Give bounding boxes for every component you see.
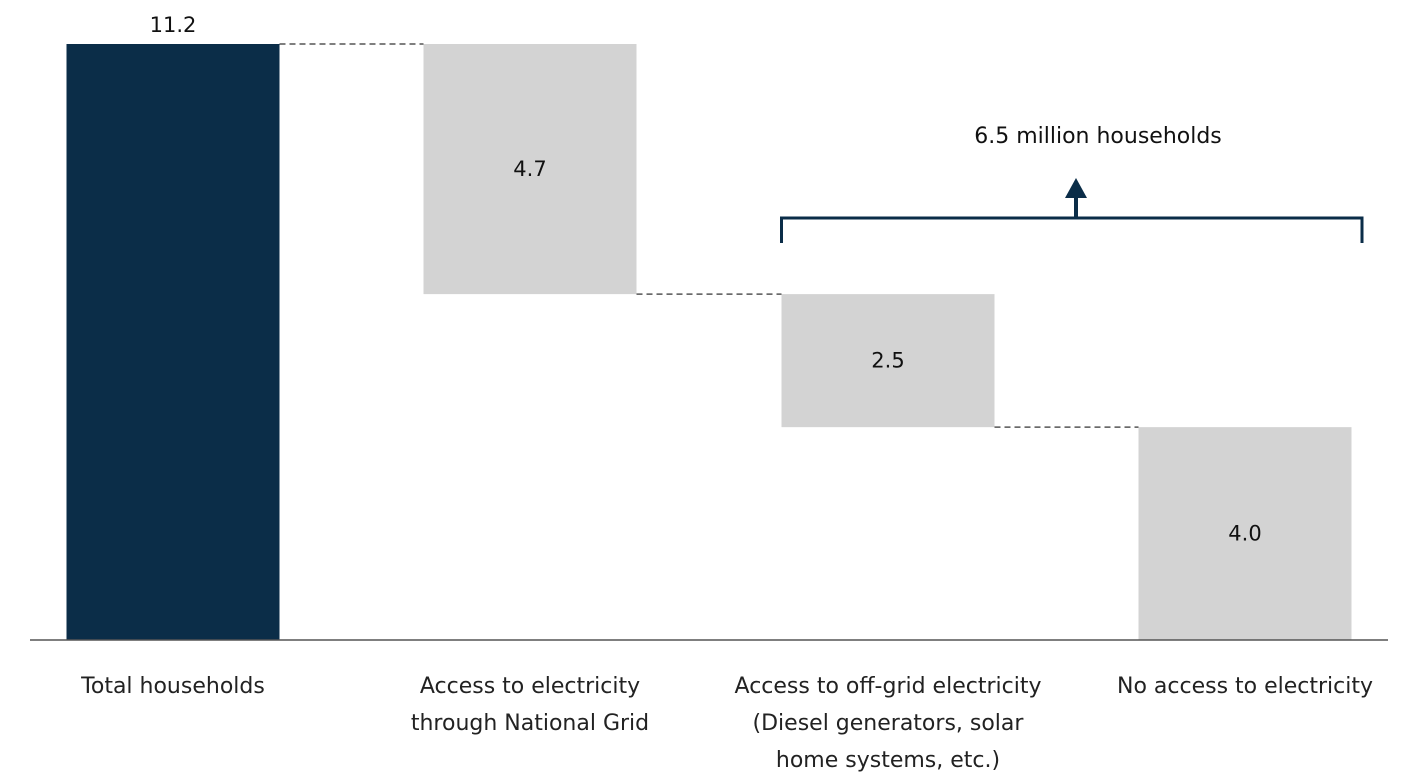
category-label-2-line-0: Access to off-grid electricity [735, 674, 1042, 699]
value-labels-group: 11.2 4.7 2.5 4.0 [150, 13, 1262, 546]
category-label-1: Access to electricity through National Gr… [411, 674, 649, 736]
category-label-2-line-1: (Diesel generators, solar [753, 711, 1025, 736]
value-label-2: 2.5 [871, 349, 904, 373]
value-label-3: 4.0 [1228, 522, 1261, 546]
arrow-up-icon [1065, 178, 1087, 198]
category-labels-group: Total households Access to electricity thr… [80, 674, 1373, 773]
value-label-1: 4.7 [513, 157, 546, 181]
category-label-0: Total households [80, 674, 265, 699]
category-label-1-line-0: Access to electricity [420, 674, 640, 699]
bar-0 [66, 44, 280, 640]
value-label-0: 11.2 [150, 13, 197, 37]
connector-lines [279, 43, 1139, 428]
bar-3 [1138, 427, 1352, 640]
category-label-1-line-1: through National Grid [411, 711, 649, 736]
category-label-3: No access to electricity [1117, 674, 1373, 699]
bar-2 [781, 294, 995, 428]
bars-group [66, 44, 1352, 640]
annotation-group: 6.5 million households [780, 124, 1364, 243]
category-label-3-line-0: No access to electricity [1117, 674, 1373, 699]
category-label-2: Access to off-grid electricity (Diesel ge… [735, 674, 1042, 773]
category-label-2-line-2: home systems, etc.) [776, 748, 1000, 773]
category-label-0-line-0: Total households [80, 674, 265, 699]
bar-1 [423, 44, 637, 295]
annotation-label: 6.5 million households [974, 124, 1222, 149]
bracket-shape [780, 216, 1364, 243]
